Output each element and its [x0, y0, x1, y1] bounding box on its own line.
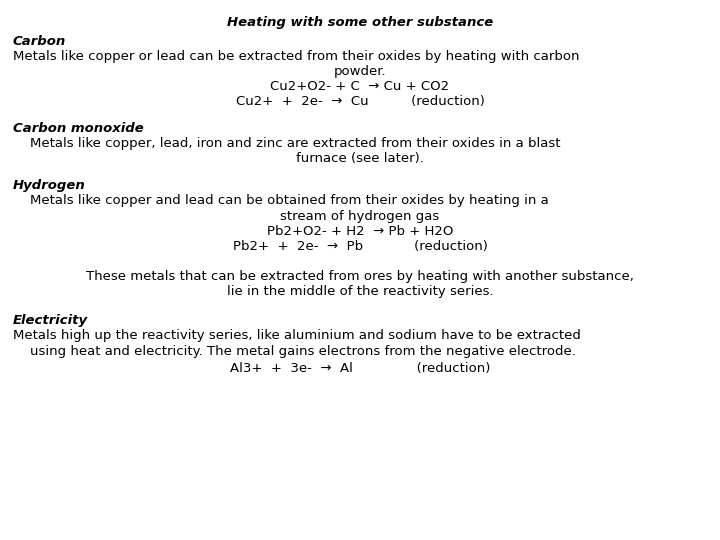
- Text: Metals like copper, lead, iron and zinc are extracted from their oxides in a bla: Metals like copper, lead, iron and zinc …: [13, 137, 560, 150]
- Text: lie in the middle of the reactivity series.: lie in the middle of the reactivity seri…: [227, 285, 493, 298]
- Text: stream of hydrogen gas: stream of hydrogen gas: [280, 210, 440, 222]
- Text: Pb2+  +  2e-  →  Pb            (reduction): Pb2+ + 2e- → Pb (reduction): [233, 240, 487, 253]
- Text: Metals high up the reactivity series, like aluminium and sodium have to be extra: Metals high up the reactivity series, li…: [13, 329, 581, 342]
- Text: using heat and electricity. The metal gains electrons from the negative electrod: using heat and electricity. The metal ga…: [13, 345, 576, 357]
- Text: powder.: powder.: [333, 65, 387, 78]
- Text: Metals like copper and lead can be obtained from their oxides by heating in a: Metals like copper and lead can be obtai…: [13, 194, 549, 207]
- Text: Carbon: Carbon: [13, 35, 66, 48]
- Text: Heating with some other substance: Heating with some other substance: [227, 16, 493, 29]
- Text: These metals that can be extracted from ores by heating with another substance,: These metals that can be extracted from …: [86, 270, 634, 283]
- Text: Electricity: Electricity: [13, 314, 88, 327]
- Text: furnace (see later).: furnace (see later).: [296, 152, 424, 165]
- Text: Cu2+O2- + C  → Cu + CO2: Cu2+O2- + C → Cu + CO2: [271, 80, 449, 93]
- Text: Pb2+O2- + H2  → Pb + H2O: Pb2+O2- + H2 → Pb + H2O: [267, 225, 453, 238]
- Text: Metals like copper or lead can be extracted from their oxides by heating with ca: Metals like copper or lead can be extrac…: [13, 50, 580, 63]
- Text: Hydrogen: Hydrogen: [13, 179, 86, 192]
- Text: Al3+  +  3e-  →  Al               (reduction): Al3+ + 3e- → Al (reduction): [230, 362, 490, 375]
- Text: Carbon monoxide: Carbon monoxide: [13, 122, 144, 135]
- Text: Cu2+  +  2e-  →  Cu          (reduction): Cu2+ + 2e- → Cu (reduction): [235, 95, 485, 108]
